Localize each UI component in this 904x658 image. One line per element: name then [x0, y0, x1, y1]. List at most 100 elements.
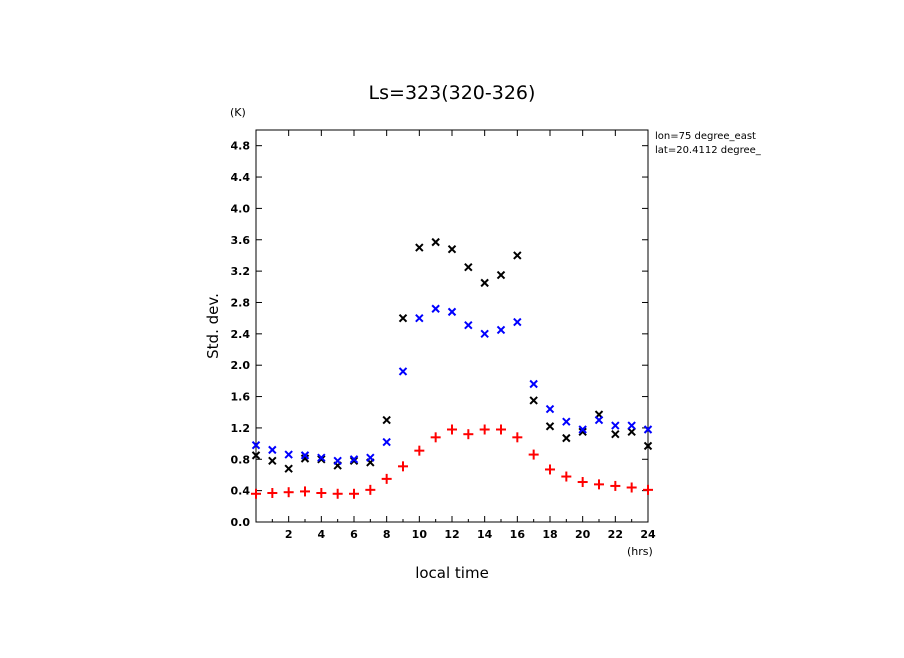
series-1-point — [464, 321, 473, 330]
series-2-point — [283, 487, 294, 498]
series-2-point — [643, 484, 653, 495]
series-1-point — [529, 379, 538, 389]
x-tick-label: 8 — [383, 528, 391, 541]
y-tick-label: 2.0 — [231, 359, 251, 372]
x-tick-label: 16 — [510, 528, 526, 541]
x-tick-label: 20 — [575, 528, 591, 541]
x-axis-label: local time — [415, 564, 489, 582]
series-1-point — [594, 415, 604, 425]
y-tick-label: 1.2 — [231, 422, 251, 435]
y-tick-label: 0.0 — [231, 516, 251, 529]
series-0-point — [382, 415, 391, 425]
x-unit-label: (hrs) — [627, 545, 653, 558]
series-0-point — [268, 456, 277, 466]
series-1-point — [578, 425, 587, 434]
series-0-point — [611, 429, 620, 439]
x-tick-label: 12 — [444, 528, 459, 541]
series-0-point — [545, 422, 555, 431]
series-2-point — [610, 480, 621, 491]
series-0-point — [578, 427, 587, 437]
lat-annotation: lat=20.4112 degree_ — [655, 145, 762, 156]
series-2-point — [381, 473, 392, 484]
series-2-point — [496, 424, 506, 435]
data-marks — [251, 237, 653, 499]
series-0-point — [562, 433, 571, 443]
series-2-point — [512, 432, 523, 443]
series-2-point — [479, 424, 490, 435]
series-1-point — [447, 307, 457, 317]
y-tick-label: 2.8 — [231, 296, 251, 309]
series-0-point — [496, 270, 506, 280]
series-2-point — [332, 488, 343, 499]
x-tick-label: 4 — [318, 528, 326, 541]
series-1-point — [431, 304, 440, 313]
series-1-point — [627, 421, 636, 430]
series-0-point — [464, 262, 473, 272]
y-tick-label: 0.4 — [231, 485, 251, 498]
series-1-point — [366, 453, 375, 462]
series-2-point — [594, 479, 604, 490]
y-tick-label: 3.2 — [231, 265, 251, 278]
chart-title: Ls=323(320-326) — [369, 82, 536, 104]
series-1-point — [611, 421, 620, 430]
series-2-point — [430, 432, 441, 443]
series-0-point — [349, 456, 359, 466]
series-1-point — [415, 313, 424, 323]
series-1-point — [562, 417, 571, 426]
plot-frame — [255, 129, 649, 523]
series-0-point — [513, 251, 522, 260]
series-1-point — [268, 445, 277, 455]
series-1-point — [251, 440, 261, 450]
series-2-point — [267, 487, 278, 498]
series-0-point — [398, 313, 408, 323]
x-tick-label: 14 — [477, 528, 493, 541]
series-2-point — [577, 477, 588, 488]
series-2-point — [251, 488, 261, 499]
x-tick-label: 24 — [640, 528, 656, 541]
y-tick-label: 2.4 — [231, 328, 251, 341]
y-tick-label: 3.6 — [231, 234, 251, 247]
series-0-point — [317, 455, 326, 464]
series-0-point — [480, 278, 489, 288]
series-2-point — [414, 445, 425, 456]
y-unit-label: (K) — [230, 106, 246, 119]
series-1-point — [496, 325, 506, 335]
x-tick-label: 18 — [542, 528, 557, 541]
x-tick-label: 10 — [412, 528, 428, 541]
series-1-point — [398, 367, 408, 376]
series-0-point — [447, 244, 457, 254]
series-2-point — [463, 429, 474, 440]
lon-annotation: lon=75 degree_east — [655, 131, 756, 142]
x-tick-label: 6 — [350, 528, 358, 541]
y-axis-label: Std. dev. — [204, 293, 222, 359]
series-0-point — [284, 464, 293, 473]
series-1-point — [513, 317, 522, 327]
series-1-point — [333, 456, 342, 466]
series-1-point — [382, 437, 391, 447]
y-tick-label: 4.8 — [231, 140, 251, 153]
series-2-point — [545, 464, 555, 475]
y-tick-label: 0.8 — [231, 453, 251, 466]
series-0-point — [300, 454, 310, 463]
series-0-point — [251, 451, 261, 460]
y-tick-label: 4.4 — [231, 171, 251, 184]
series-1-point — [284, 450, 293, 459]
y-tick-label: 4.0 — [231, 202, 251, 215]
series-0-point — [627, 427, 636, 437]
series-2-point — [626, 482, 637, 493]
series-1-point — [643, 425, 653, 434]
series-1-point — [349, 455, 359, 464]
x-tick-label: 22 — [608, 528, 623, 541]
series-2-point — [447, 424, 457, 435]
series-0-point — [529, 396, 538, 405]
series-1-point — [480, 329, 489, 339]
y-tick-label: 1.6 — [231, 391, 251, 404]
series-1-point — [545, 404, 555, 414]
series-0-point — [431, 237, 440, 247]
series-2-point — [528, 449, 539, 460]
series-2-point — [349, 488, 359, 499]
series-0-point — [643, 441, 653, 451]
series-2-point — [398, 461, 408, 472]
series-2-point — [561, 471, 572, 482]
